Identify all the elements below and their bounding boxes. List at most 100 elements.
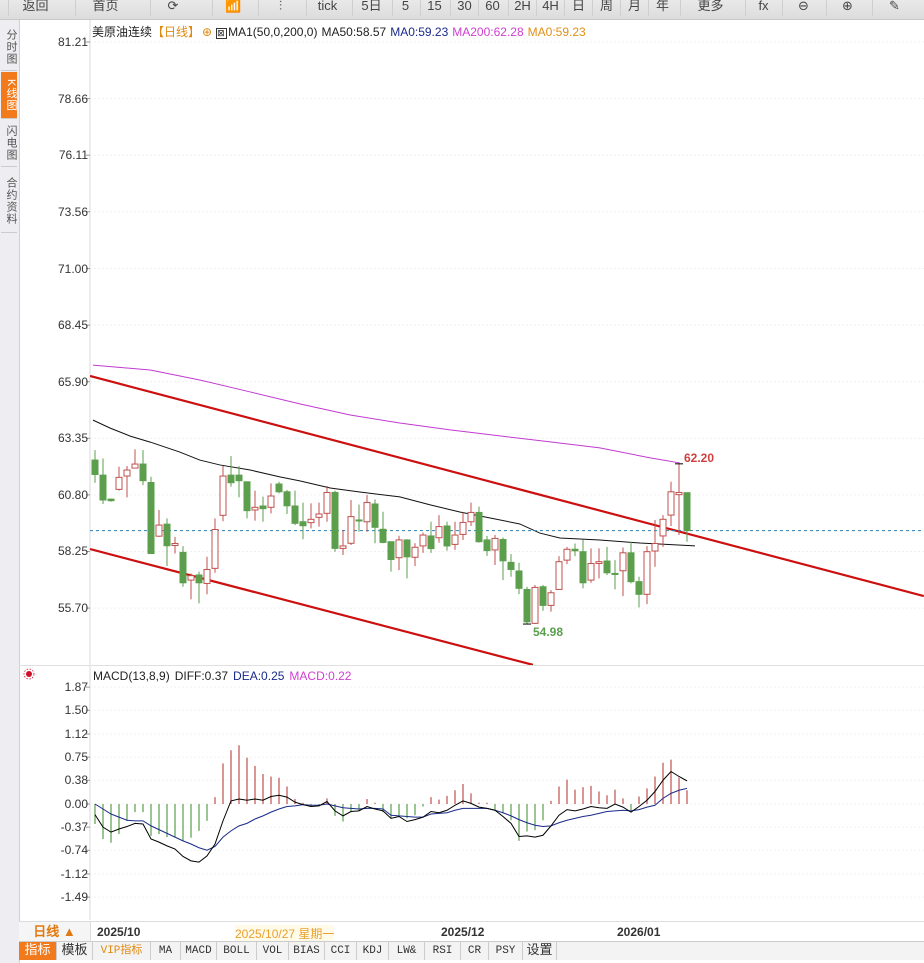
indicator-tab-lw[interactable]: LW&: [389, 942, 425, 960]
candle-up: [563, 548, 571, 561]
chart-legend: 美原油连续【日线】 ⊕ ⊠ MA1(50,0,200,0) MA50:58.57 MA0:…: [92, 23, 590, 40]
zoom-out-button[interactable]: ⊖: [782, 0, 824, 16]
indicator-tab-bias[interactable]: BIAS: [289, 942, 325, 960]
day-button[interactable]: 日: [564, 0, 592, 16]
candle-down: [579, 551, 587, 584]
candle-up: [363, 501, 371, 523]
candle-down: [387, 541, 395, 560]
price-tick-label: 63.35: [57, 431, 88, 446]
candle-up: [651, 542, 659, 552]
indicator-tab-vol[interactable]: VOL: [257, 942, 289, 960]
macd-tick-label: 0.00: [64, 797, 88, 811]
macd-name: MACD(13,8,9): [93, 669, 170, 683]
candle-up: [131, 463, 139, 469]
price-tick-label: 60.80: [57, 487, 88, 502]
ticks-button[interactable]: ⫶: [258, 0, 302, 16]
candle-up: [435, 526, 443, 539]
refresh-button[interactable]: ⟳: [150, 0, 195, 16]
high-label: 62.20: [684, 451, 714, 465]
indicator-tab-rsi[interactable]: RSI: [425, 942, 461, 960]
tab-contract-info[interactable]: 合约资料: [1, 170, 17, 233]
tab-flash-chart[interactable]: 闪电图: [1, 120, 17, 167]
macd-tick-label: 1.12: [64, 727, 88, 741]
month-button[interactable]: 月: [620, 0, 648, 16]
indicator-tab-ma[interactable]: MA: [151, 942, 181, 960]
tab-time-chart[interactable]: 分时图: [1, 24, 17, 71]
candle-down: [299, 521, 307, 527]
ma200-value: MA200:62.28: [452, 25, 524, 39]
2h-button[interactable]: 2H: [508, 0, 536, 16]
indicator-tab-[interactable]: 模板: [57, 942, 93, 960]
draw-button[interactable]: ✎: [872, 0, 916, 16]
candle-up: [203, 568, 211, 584]
5day-button[interactable]: 5日: [352, 0, 390, 16]
sun-icon[interactable]: [23, 668, 35, 680]
30min-button[interactable]: 30: [450, 0, 478, 16]
indicator-tab-macd[interactable]: MACD: [181, 942, 217, 960]
date-label: 2025/10: [97, 925, 141, 939]
side-tabs: 分时图 K线图 闪电图 合约资料: [0, 20, 20, 963]
candle-down: [331, 491, 339, 549]
candle-up: [219, 475, 227, 516]
ma50-line: [92, 419, 696, 547]
indicator-tab-cr[interactable]: CR: [461, 942, 489, 960]
price-tick-label: 81.21: [57, 35, 88, 49]
price-tick-label: 73.56: [57, 204, 88, 219]
indicator-icon[interactable]: ⊠: [216, 28, 228, 39]
15min-button[interactable]: 15: [420, 0, 448, 16]
year-button[interactable]: 年: [648, 0, 676, 16]
period-label[interactable]: 【日线】: [152, 25, 201, 39]
4h-button[interactable]: 4H: [536, 0, 564, 16]
candle-down: [475, 511, 483, 543]
tab-kline-chart[interactable]: K线图: [1, 72, 17, 119]
indicator-tab-cci[interactable]: CCI: [325, 942, 357, 960]
ma200-line: [92, 364, 680, 464]
candle-up: [115, 476, 123, 490]
candle-up: [419, 534, 427, 547]
zoom-in-button[interactable]: ⊕: [826, 0, 868, 16]
week-button[interactable]: 周: [592, 0, 620, 16]
date-label: 2026/01: [617, 925, 661, 939]
60min-button[interactable]: 60: [478, 0, 506, 16]
indicator-tab-psy[interactable]: PSY: [489, 942, 523, 960]
candle-up: [251, 506, 259, 511]
indicator-tab-vip[interactable]: VIP指标: [93, 942, 151, 960]
candle-down: [259, 505, 267, 510]
candle-up: [547, 592, 555, 606]
candle-up: [395, 539, 403, 559]
indicator-tab-[interactable]: 设置: [523, 942, 557, 960]
candle-down: [627, 552, 635, 583]
candle-down: [499, 538, 507, 562]
candle-down: [355, 519, 363, 522]
candle-down: [139, 463, 147, 482]
candle-up: [531, 586, 539, 624]
5min-button[interactable]: 5: [392, 0, 418, 16]
candle-down: [523, 588, 531, 623]
indicator-tab-kdj[interactable]: KDJ: [357, 942, 389, 960]
formula-button[interactable]: fx: [745, 0, 781, 16]
macd-tick-label: 0.38: [64, 773, 88, 788]
more-button[interactable]: 更多: [680, 0, 740, 16]
price-tick-label: 78.66: [57, 91, 88, 106]
ma0-value-2: MA0:59.23: [527, 25, 586, 39]
tick-button[interactable]: tick: [306, 0, 348, 16]
candle-down: [483, 539, 491, 552]
candle-up: [491, 537, 499, 551]
price-tick-label: 71.00: [57, 261, 88, 276]
indicator-tab-boll[interactable]: BOLL: [217, 942, 257, 960]
candle-up: [307, 518, 315, 524]
bars-button[interactable]: 📶: [212, 0, 254, 16]
candle-down: [147, 481, 155, 554]
settings-icon[interactable]: ⊕: [202, 25, 213, 39]
macd-tick-label: 1.87: [64, 680, 88, 695]
indicator-tab-[interactable]: 指标: [19, 942, 57, 960]
period-button[interactable]: 日线 ▲: [19, 922, 91, 941]
macd-tick-label: 0.75: [64, 750, 88, 765]
candle-down: [515, 570, 523, 589]
candle-up: [211, 529, 219, 569]
candle-down: [443, 525, 451, 547]
back-button[interactable]: 返回: [8, 0, 62, 16]
home-button[interactable]: 首页: [75, 0, 135, 16]
candle-up: [411, 546, 419, 558]
